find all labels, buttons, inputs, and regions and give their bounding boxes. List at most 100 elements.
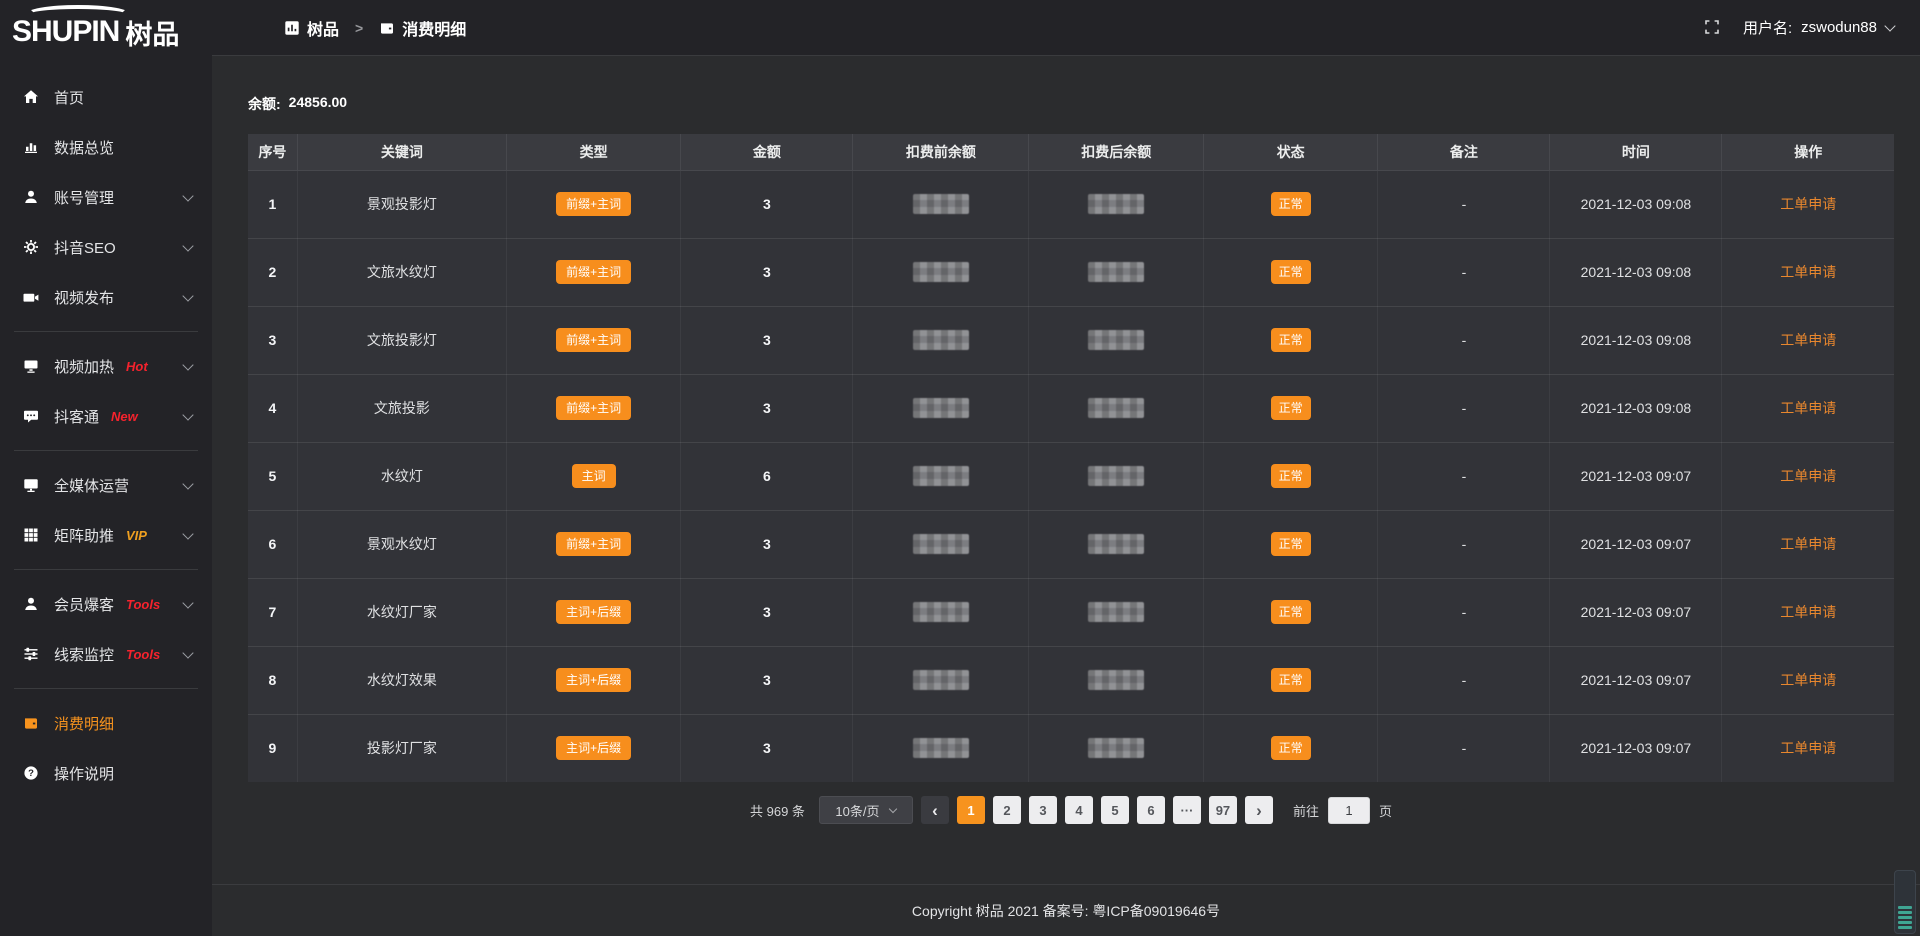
- sidebar-item-grid[interactable]: 矩阵助推 VIP: [0, 510, 212, 560]
- consumption-table-wrap: 序号 关键词 类型 金额 扣费前余额 扣费后余额 状态 备注 时间 操作 1 景观投影灯 前缀+主词 3…: [248, 134, 1894, 782]
- work-order-link[interactable]: 工单申请: [1780, 400, 1837, 416]
- page-button[interactable]: 3: [1028, 796, 1057, 824]
- cell-index: 2: [248, 238, 298, 307]
- cell-type: 前缀+主词: [506, 170, 682, 239]
- cell-remark: -: [1377, 510, 1551, 579]
- status-badge: 正常: [1270, 396, 1311, 420]
- work-order-link[interactable]: 工单申请: [1780, 332, 1837, 348]
- sidebar-item-video[interactable]: 视频发布: [0, 272, 212, 322]
- table-row: 7 水纹灯厂家 主词+后缀 3 正常 -2021-12-03 09:07 工单申请: [248, 578, 1894, 647]
- cell-remark: -: [1377, 170, 1551, 239]
- cell-index: 9: [248, 714, 298, 782]
- dashboard-icon: [284, 20, 300, 36]
- redacted-value: [912, 670, 969, 690]
- page-button[interactable]: 1: [956, 796, 985, 824]
- sidebar-item-label: 消费明细: [54, 715, 115, 733]
- cell-balance-after: [1028, 714, 1204, 782]
- type-badge: 前缀+主词: [556, 192, 632, 216]
- work-order-link[interactable]: 工单申请: [1780, 604, 1837, 620]
- sidebar-item-label: 视频发布: [54, 289, 115, 307]
- work-order-link[interactable]: 工单申请: [1780, 672, 1837, 688]
- sidebar-item-chat[interactable]: 抖客通 New: [0, 391, 212, 441]
- cell-balance-before: [852, 510, 1030, 579]
- monitor-icon: [22, 477, 40, 494]
- work-order-link[interactable]: 工单申请: [1780, 536, 1837, 552]
- page-ellipsis-button[interactable]: ···: [1172, 796, 1201, 824]
- breadcrumb-item-home[interactable]: 树品: [307, 21, 340, 39]
- sidebar-item-label: 操作说明: [54, 765, 115, 783]
- sidebar-item-user[interactable]: 账号管理: [0, 172, 212, 222]
- page-size-select[interactable]: 10条/页: [818, 796, 913, 824]
- cell-type: 主词+后缀: [506, 714, 682, 782]
- cell-amount: 3: [680, 510, 854, 579]
- widget-stripe: [1898, 911, 1912, 914]
- sidebar-item-help[interactable]: ? 操作说明: [0, 748, 212, 798]
- work-order-link[interactable]: 工单申请: [1780, 196, 1837, 212]
- work-order-link[interactable]: 工单申请: [1780, 264, 1837, 280]
- main-content: 余额: 24856.00 序号 关键词 类型 金额 扣费前余额 扣费后余额 状态 备注 时间 操作…: [212, 56, 1920, 884]
- sliders-icon: [22, 646, 40, 663]
- cell-index: 4: [248, 374, 298, 443]
- heat-icon: [22, 358, 40, 375]
- redacted-value: [1088, 738, 1145, 759]
- prev-page-button[interactable]: ‹: [920, 796, 949, 824]
- type-badge: 前缀+主词: [556, 532, 632, 556]
- cell-amount: 3: [680, 374, 854, 443]
- next-page-button[interactable]: ›: [1244, 796, 1273, 824]
- page-button[interactable]: 2: [992, 796, 1021, 824]
- cell-remark: -: [1377, 578, 1551, 647]
- chevron-down-icon: [182, 527, 194, 540]
- page-button[interactable]: 4: [1064, 796, 1093, 824]
- username: zswodun88: [1801, 19, 1877, 36]
- user-menu[interactable]: 用户名: zswodun88: [1743, 17, 1896, 38]
- page-buttons: ‹ 1 2 3 4 5 6 ··· 97 ›: [920, 796, 1273, 824]
- cell-type: 前缀+主词: [506, 238, 682, 307]
- sidebar-item-sliders[interactable]: 线索监控 Tools: [0, 629, 212, 679]
- cell-type: 前缀+主词: [506, 306, 682, 375]
- breadcrumb-item-current: 消费明细: [402, 21, 467, 39]
- column-header: 备注: [1377, 134, 1551, 171]
- chevron-down-icon: [182, 408, 194, 421]
- sidebar-item-gear[interactable]: 抖音SEO: [0, 222, 212, 272]
- cell-index: 3: [248, 306, 298, 375]
- fullscreen-icon[interactable]: [1704, 19, 1721, 36]
- sidebar-item-wallet[interactable]: 消费明细: [0, 698, 212, 748]
- cell-balance-before: [852, 646, 1030, 715]
- status-badge: 正常: [1270, 668, 1311, 692]
- work-order-link[interactable]: 工单申请: [1780, 468, 1837, 484]
- sidebar-divider: [14, 450, 198, 451]
- sidebar-item-tag: Hot: [126, 358, 148, 374]
- sidebar-item-chart[interactable]: 数据总览: [0, 122, 212, 172]
- sidebar-item-label: 视频加热: [54, 358, 115, 376]
- sidebar-item-home[interactable]: 首页: [0, 72, 212, 122]
- work-order-link[interactable]: 工单申请: [1780, 740, 1837, 757]
- cell-balance-before: [852, 170, 1030, 239]
- gear-icon: [22, 239, 40, 256]
- status-badge: 正常: [1270, 532, 1311, 556]
- cell-time: 2021-12-03 09:07: [1549, 578, 1723, 647]
- cell-balance-before: [852, 714, 1030, 782]
- column-header: 序号: [248, 134, 298, 171]
- cell-status: 正常: [1203, 170, 1379, 239]
- top-bar: 树品 > 消费明细 用户名: zswodun88: [212, 0, 1920, 56]
- cell-amount: 3: [680, 170, 854, 239]
- sidebar-item-heat[interactable]: 视频加热 Hot: [0, 341, 212, 391]
- cell-keyword: 景观水纹灯: [297, 510, 507, 579]
- page-button[interactable]: 5: [1100, 796, 1129, 824]
- brand-logo[interactable]: SHUPIN 树品: [0, 0, 212, 64]
- sidebar-divider: [14, 569, 198, 570]
- cell-keyword: 水纹灯厂家: [297, 578, 507, 647]
- goto-page-input[interactable]: [1327, 796, 1370, 824]
- sidebar-item-monitor[interactable]: 全媒体运营: [0, 460, 212, 510]
- sidebar: SHUPIN 树品 首页 数据总览 账号管理 抖音SEO 视频发布视频加热 Hot 抖客通 N…: [0, 0, 212, 936]
- cell-balance-after: [1028, 238, 1204, 307]
- type-badge: 前缀+主词: [556, 328, 632, 352]
- sidebar-item-member[interactable]: 会员爆客 Tools: [0, 579, 212, 629]
- type-badge: 主词: [571, 464, 616, 488]
- widget-stripe: [1898, 916, 1912, 919]
- floating-widget[interactable]: [1894, 870, 1916, 934]
- page-button[interactable]: 97: [1208, 796, 1237, 824]
- page-button[interactable]: 6: [1136, 796, 1165, 824]
- footer: Copyright 树品 2021 备案号: 粤ICP备09019646号: [212, 884, 1920, 936]
- user-box: 用户名: zswodun88: [1704, 17, 1896, 38]
